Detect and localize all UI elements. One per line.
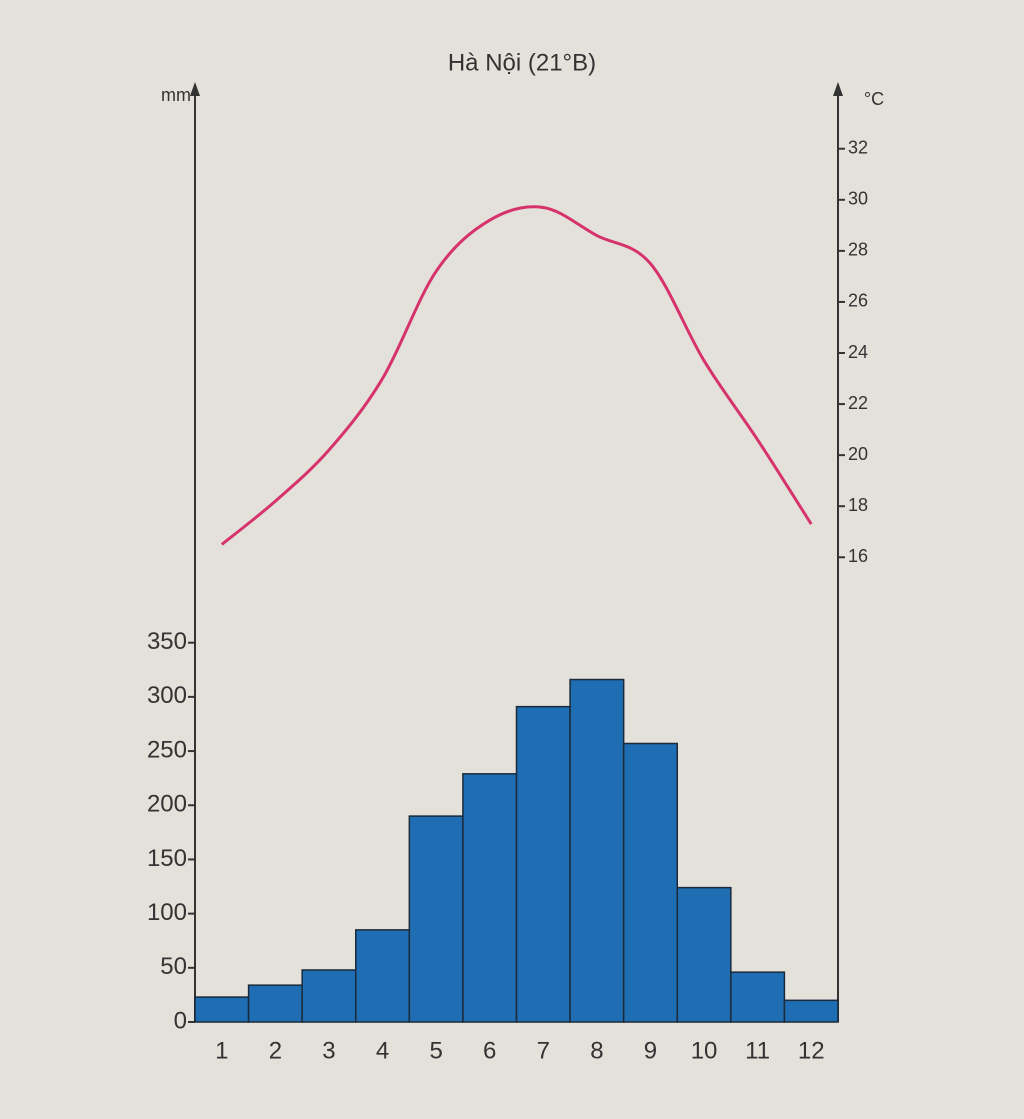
x-tick-label: 8: [590, 1037, 603, 1064]
bar: [676, 886, 732, 1023]
x-tick-label: 3: [322, 1037, 335, 1064]
y2-tick-label: 16: [848, 546, 868, 566]
y-tick-label: 50: [160, 953, 187, 980]
bar: [515, 705, 571, 1023]
x-tick-label: 10: [691, 1037, 718, 1064]
y2-axis-arrow: [833, 82, 843, 96]
y-tick-label: 150: [147, 845, 187, 872]
y-axis-arrow: [190, 82, 200, 96]
bar: [622, 742, 679, 1023]
y-tick-label: 200: [147, 791, 187, 818]
bar: [301, 969, 357, 1023]
y2-tick-label: 28: [848, 240, 868, 260]
x-tick-label: 9: [644, 1037, 657, 1064]
x-tick-label: 12: [798, 1037, 825, 1064]
y2-tick-label: 32: [848, 137, 868, 157]
x-tick-label: 4: [376, 1037, 389, 1064]
x-tick-label: 11: [745, 1037, 770, 1064]
x-tick-label: 7: [537, 1037, 550, 1064]
x-tick-label: 2: [269, 1037, 282, 1064]
bar: [730, 971, 786, 1023]
chart-title: Hà Nội (21°B): [448, 49, 596, 76]
y2-tick-label: 30: [848, 189, 868, 209]
y2-tick-label: 18: [848, 495, 868, 515]
y2-tick-label: 24: [848, 342, 868, 362]
bar: [408, 815, 464, 1023]
x-tick-label: 6: [483, 1037, 496, 1064]
bar: [194, 996, 250, 1023]
y-axis-label: mm: [161, 85, 191, 105]
bar: [569, 678, 625, 1023]
x-tick-label: 5: [429, 1037, 442, 1064]
y2-axis-label: °C: [864, 89, 884, 109]
bar: [462, 773, 518, 1023]
x-tick-label: 1: [215, 1037, 228, 1064]
y2-tick-label: 20: [848, 444, 868, 464]
bar: [247, 984, 303, 1023]
y-tick-label: 250: [147, 736, 187, 763]
y-tick-label: 300: [147, 682, 187, 709]
y-tick-label: 0: [174, 1007, 187, 1034]
y2-tick-label: 22: [848, 393, 868, 413]
y-tick-label: 350: [147, 628, 187, 655]
bar: [783, 999, 839, 1023]
y2-tick-label: 26: [848, 291, 868, 311]
temperature-line: [220, 205, 813, 546]
y-tick-label: 100: [147, 899, 187, 926]
bar: [355, 929, 411, 1023]
